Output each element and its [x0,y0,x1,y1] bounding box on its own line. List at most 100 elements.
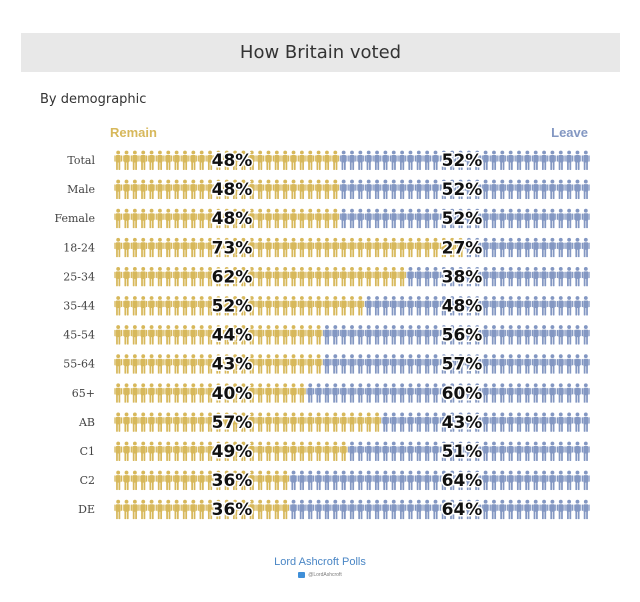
leave-person-icon [414,499,423,520]
remain-person-icon [156,499,164,520]
leave-person-icon [581,325,590,345]
remain-person-icon [348,412,356,432]
leave-person-icon [565,179,573,200]
row-label-65+: 65+ [72,387,95,400]
leave-pct-label: 51% [442,442,483,462]
leave-person-icon [339,179,348,200]
leave-person-icon [573,325,582,345]
leave-person-icon [573,412,582,432]
leave-person-icon [523,499,532,520]
leave-person-icon [323,470,331,491]
leave-person-icon [398,441,406,461]
leave-person-icon [581,150,590,170]
leave-person-icon [490,499,498,520]
remain-person-icon [147,325,156,345]
remain-person-icon [289,237,298,258]
leave-person-icon [423,412,431,432]
leave-pct-label: 52% [442,209,483,229]
leave-person-icon [540,441,548,461]
remain-person-icon [281,208,290,229]
leave-person-icon [481,499,490,520]
leave-person-icon [423,383,431,403]
remain-person-icon [306,266,315,287]
leave-person-icon [531,266,540,287]
leave-person-icon [506,499,515,520]
leave-person-icon [431,150,440,170]
leave-person-icon [481,325,490,345]
remain-person-icon [289,179,298,200]
leave-person-icon [381,470,390,491]
remain-person-icon [164,266,173,287]
leave-person-icon [540,208,548,229]
remain-person-icon [281,354,290,374]
leave-person-icon [339,325,348,345]
remain-pct-label: 43% [212,355,253,375]
leave-person-icon [540,179,548,200]
remain-person-icon [197,237,206,258]
leave-person-icon [506,325,515,345]
leave-person-icon [548,354,557,374]
remain-pct-label: 52% [212,297,253,317]
remain-person-icon [273,208,281,229]
leave-person-icon [298,470,306,491]
leave-person-icon [490,237,498,258]
leave-person-icon [331,499,340,520]
remain-person-icon [414,237,423,258]
remain-person-icon [273,296,281,316]
remain-person-icon [172,441,181,461]
remain-person-icon [197,383,206,403]
remain-person-icon [298,266,306,287]
leave-pct-label: 57% [442,355,483,375]
remain-person-icon [147,266,156,287]
remain-person-icon [298,441,306,461]
leave-person-icon [481,237,490,258]
leave-person-icon [565,383,573,403]
leave-person-icon [364,296,373,316]
remain-person-icon [356,266,365,287]
remain-person-icon [306,179,315,200]
leave-person-icon [556,208,565,229]
leave-person-icon [573,208,582,229]
remain-person-icon [189,499,198,520]
remain-person-icon [189,266,198,287]
leave-person-icon [531,325,540,345]
leave-person-icon [414,325,423,345]
remain-person-icon [281,179,290,200]
leave-person-icon [548,412,557,432]
remain-person-icon [264,441,273,461]
remain-person-icon [197,412,206,432]
leave-person-icon [573,179,582,200]
leave-person-icon [431,383,440,403]
row-label-45-54: 45-54 [63,329,95,342]
remain-person-icon [256,179,264,200]
remain-person-icon [314,296,323,316]
remain-person-icon [131,383,139,403]
leave-person-icon [314,470,323,491]
remain-person-icon [147,470,156,491]
leave-person-icon [523,266,532,287]
leave-person-icon [398,383,406,403]
remain-pct-label: 48% [212,180,253,200]
remain-person-icon [264,354,273,374]
leave-person-icon [565,266,573,287]
remain-person-icon [172,179,181,200]
remain-person-icon [131,237,139,258]
remain-person-icon [181,470,189,491]
leave-pct-label: 38% [442,267,483,287]
leave-person-icon [314,383,323,403]
remain-person-icon [122,412,131,432]
leave-person-icon [423,150,431,170]
leave-person-icon [490,383,498,403]
remain-person-icon [298,325,306,345]
remain-pct-label: 48% [212,209,253,229]
leave-person-icon [490,412,498,432]
remain-person-icon [197,354,206,374]
leave-person-icon [548,441,557,461]
remain-person-icon [264,296,273,316]
remain-person-icon [122,383,131,403]
remain-person-icon [189,412,198,432]
leave-person-icon [531,354,540,374]
leave-person-icon [540,499,548,520]
leave-person-icon [531,179,540,200]
remain-person-icon [156,325,164,345]
